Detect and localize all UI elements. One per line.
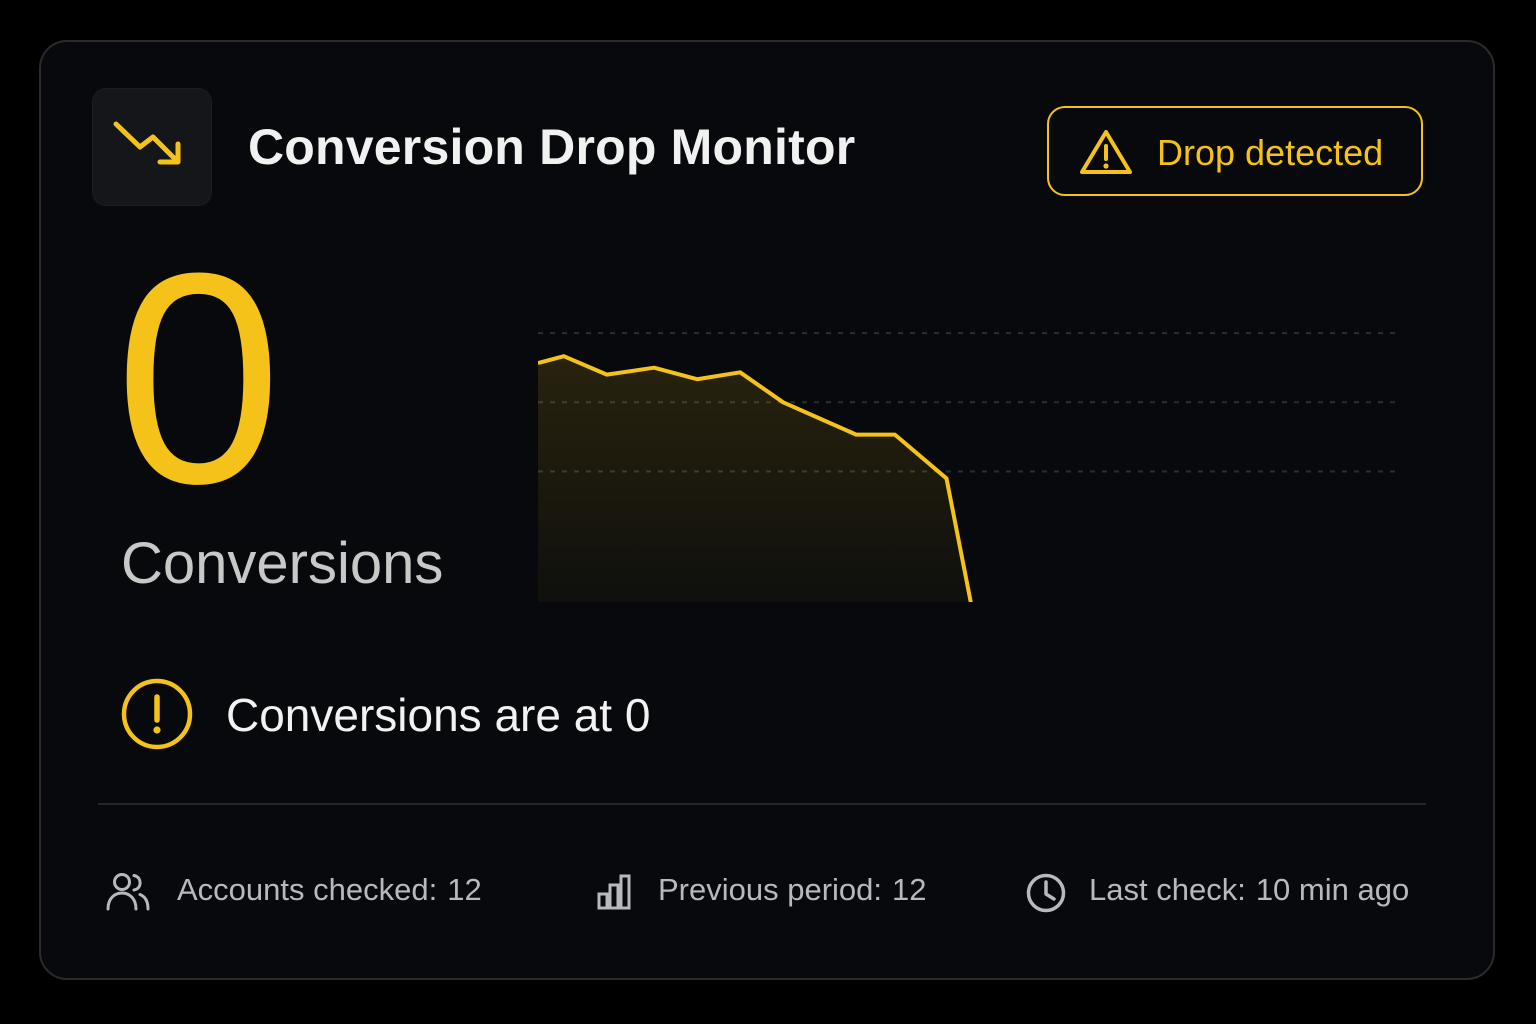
users-icon	[106, 873, 150, 911]
chart-series-line	[538, 354, 973, 602]
stat-value: 12	[892, 872, 927, 907]
drop-detected-badge[interactable]: Drop detected	[1047, 106, 1423, 196]
exclamation-circle-icon	[121, 678, 193, 750]
stat-accounts-checked: Accounts checked: 12	[105, 866, 505, 916]
monitor-card: Conversion Drop Monitor Drop detected 0 …	[39, 40, 1495, 980]
trending-down-icon	[113, 121, 181, 165]
stat-label: Previous period:	[658, 872, 883, 907]
app-icon-tile	[92, 88, 212, 206]
alert-message: Conversions are at 0	[226, 689, 651, 741]
conversions-chart	[538, 332, 1398, 602]
stat-previous-period: Previous period: 12	[596, 866, 996, 916]
conversions-value: 0	[115, 210, 282, 546]
conversions-label: Conversions	[121, 531, 444, 596]
stat-label: Last check:	[1089, 872, 1246, 907]
stat-label: Accounts checked:	[177, 872, 438, 907]
page-title: Conversion Drop Monitor	[248, 119, 856, 175]
footer-divider	[98, 803, 1426, 805]
clock-icon	[1026, 873, 1066, 913]
stat-last-check: Last check: 10 min ago	[1025, 866, 1445, 916]
stat-value: 10 min ago	[1255, 872, 1410, 907]
warning-triangle-icon	[1080, 130, 1132, 174]
chart-area-fill	[538, 356, 971, 602]
stat-value: 12	[447, 872, 482, 907]
badge-label: Drop detected	[1157, 132, 1384, 173]
bar-chart-icon	[597, 874, 631, 910]
